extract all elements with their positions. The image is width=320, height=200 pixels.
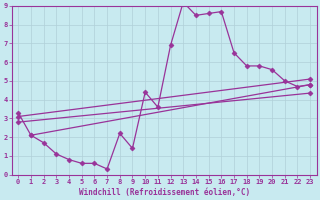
X-axis label: Windchill (Refroidissement éolien,°C): Windchill (Refroidissement éolien,°C) — [79, 188, 250, 197]
